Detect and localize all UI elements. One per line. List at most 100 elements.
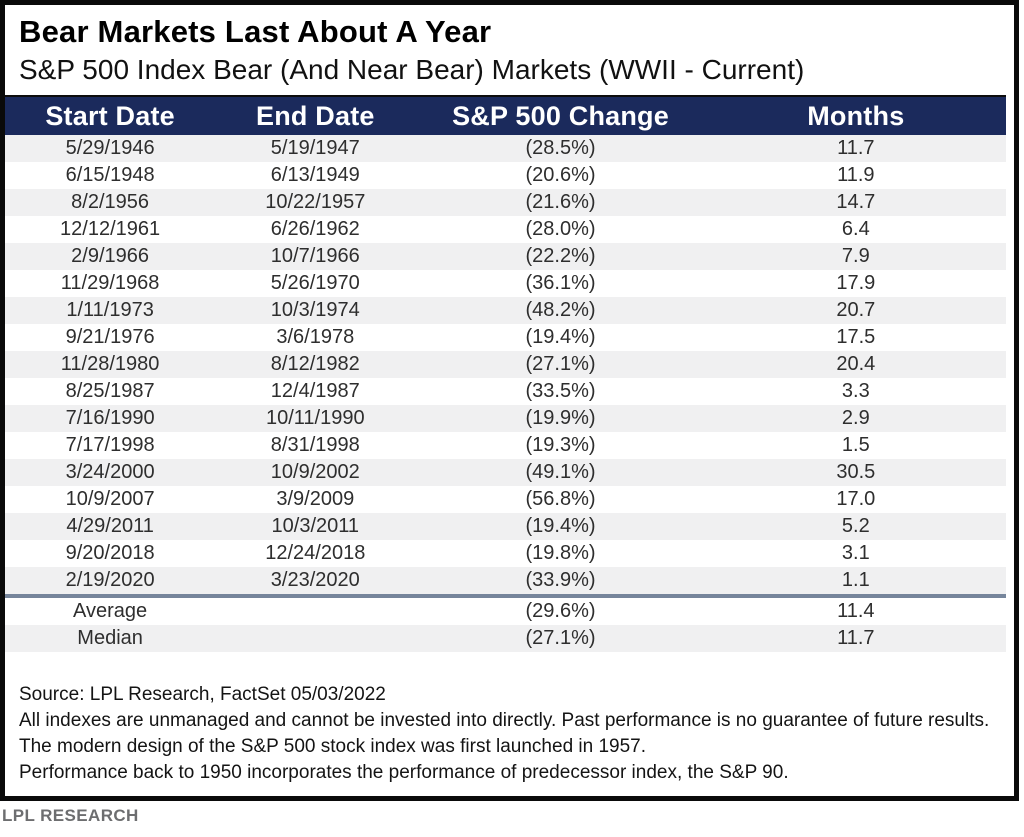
months-cell: 6.4 <box>841 218 870 240</box>
start-date-cell: 8/2/1956 <box>71 191 150 213</box>
end-date-cell: 10/3/1974 <box>270 299 360 321</box>
months-cell: 1.5 <box>841 434 870 456</box>
end-date-cell: 5/19/1947 <box>270 137 360 159</box>
start-date-cell: Average <box>5 594 216 625</box>
change-cell: (56.8%) <box>525 488 596 510</box>
change-cell: (36.1%) <box>525 272 596 294</box>
end-date-cell: 3/6/1978 <box>276 326 355 348</box>
table-row: 2/19/2020 3/23/2020 (33.9%) 1.1 <box>5 567 1006 596</box>
end-date-cell: 3/9/2009 <box>276 488 355 510</box>
footnotes: Source: LPL Research, FactSet 05/03/2022… <box>5 682 1014 786</box>
months-cell: 17.0 <box>836 488 876 510</box>
start-date-cell: Median <box>77 627 143 649</box>
change-cell: (19.8%) <box>525 542 596 564</box>
table-row: 2/9/1966 10/7/1966 (22.2%) 7.9 <box>5 243 1006 270</box>
start-date-cell: 2/9/1966 <box>71 245 150 267</box>
months-cell: 20.7 <box>836 299 876 321</box>
table-row: 7/16/1990 10/11/1990 (19.9%) 2.9 <box>5 405 1006 432</box>
end-date-cell: 10/9/2002 <box>270 461 360 483</box>
chart-title: Bear Markets Last About A Year <box>19 14 492 49</box>
months-cell: 11.9 <box>837 164 875 186</box>
table-row: 3/24/2000 10/9/2002 (49.1%) 30.5 <box>5 459 1006 486</box>
change-cell: (19.4%) <box>525 515 596 537</box>
change-cell: (29.6%) <box>415 594 706 625</box>
change-cell: (49.1%) <box>525 461 596 483</box>
change-cell: (19.4%) <box>525 326 596 348</box>
start-date-cell: 2/19/2020 <box>65 569 155 591</box>
change-cell: (27.1%) <box>525 627 596 649</box>
change-cell: (19.9%) <box>525 407 596 429</box>
table-row: 8/25/1987 12/4/1987 (33.5%) 3.3 <box>5 378 1006 405</box>
change-cell: (28.5%) <box>525 137 596 159</box>
end-date-cell: 6/13/1949 <box>270 164 360 186</box>
bear-markets-table: Start Date End Date S&P 500 Change Month… <box>5 95 1006 652</box>
end-date-cell: 10/3/2011 <box>271 515 360 537</box>
change-cell: (20.6%) <box>525 164 596 186</box>
months-cell: 1.1 <box>841 569 870 591</box>
months-cell: 30.5 <box>836 461 876 483</box>
months-cell: 3.1 <box>841 542 870 564</box>
months-cell: 2.9 <box>841 407 870 429</box>
table-row: 9/21/1976 3/6/1978 (19.4%) 17.5 <box>5 324 1006 351</box>
table-row: 4/29/2011 10/3/2011 (19.4%) 5.2 <box>5 513 1006 540</box>
table-body: 5/29/1946 5/19/1947 (28.5%) 11.7 6/15/1948 6/… <box>5 135 1006 652</box>
table-row: 9/20/2018 12/24/2018 (19.8%) 3.1 <box>5 540 1006 567</box>
start-date-cell: 3/24/2000 <box>65 461 155 483</box>
start-date-cell: 7/17/1998 <box>65 434 155 456</box>
start-date-cell: 10/9/2007 <box>65 488 155 510</box>
start-date-cell: 11/28/1980 <box>60 353 160 375</box>
chart-subtitle: S&P 500 Index Bear (And Near Bear) Marke… <box>19 54 805 85</box>
start-date-cell: 5/29/1946 <box>65 137 155 159</box>
end-date-cell: 10/11/1990 <box>265 407 365 429</box>
start-date-cell: 9/20/2018 <box>65 542 155 564</box>
end-date-cell: 8/31/1998 <box>270 434 360 456</box>
footnote-line-sp90: Performance back to 1950 incorporates th… <box>19 762 789 783</box>
start-date-cell: 9/21/1976 <box>65 326 155 348</box>
change-cell: (27.1%) <box>525 353 596 375</box>
end-date-cell: 8/12/1982 <box>270 353 360 375</box>
table-header-row: Start Date End Date S&P 500 Change Month… <box>5 96 1006 135</box>
table-row: 6/15/1948 6/13/1949 (20.6%) 11.9 <box>5 162 1006 189</box>
start-date-cell: 11/29/1968 <box>60 272 160 294</box>
start-date-cell: 6/15/1948 <box>65 164 155 186</box>
months-cell: 11.7 <box>837 137 875 159</box>
months-cell: 17.9 <box>836 272 876 294</box>
footnote-line-1957: The modern design of the S&P 500 stock i… <box>19 736 647 757</box>
column-header-end-date: End Date <box>215 96 416 135</box>
months-cell: 20.4 <box>836 353 876 375</box>
change-cell: (33.5%) <box>525 380 596 402</box>
change-cell: (21.6%) <box>525 191 596 213</box>
table-header: Start Date End Date S&P 500 Change Month… <box>5 96 1006 135</box>
months-cell: 17.5 <box>836 326 876 348</box>
months-cell: 5.2 <box>841 515 870 537</box>
end-date-cell: 5/26/1970 <box>270 272 360 294</box>
end-date-cell: 6/26/1962 <box>270 218 360 240</box>
months-cell: 14.7 <box>836 191 876 213</box>
column-header-start-date: Start Date <box>5 96 216 135</box>
summary-row: Median (27.1%) 11.7 <box>5 625 1006 652</box>
months-cell: 11.7 <box>837 627 875 649</box>
chart-frame: Bear Markets Last About A Year S&P 500 I… <box>0 0 1019 801</box>
table-row: 12/12/1961 6/26/1962 (28.0%) 6.4 <box>5 216 1006 243</box>
end-date-cell <box>215 594 416 625</box>
change-cell: (28.0%) <box>525 218 596 240</box>
table-row: 8/2/1956 10/22/1957 (21.6%) 14.7 <box>5 189 1006 216</box>
change-cell: (19.3%) <box>525 434 596 456</box>
change-cell: (48.2%) <box>525 299 596 321</box>
months-cell: 3.3 <box>841 380 870 402</box>
table-row: 1/11/1973 10/3/1974 (48.2%) 20.7 <box>5 297 1006 324</box>
table-row: 11/29/1968 5/26/1970 (36.1%) 17.9 <box>5 270 1006 297</box>
lpl-research-logo: LPL RESEARCH <box>2 806 139 825</box>
end-date-cell: 3/23/2020 <box>270 569 360 591</box>
months-cell: 7.9 <box>841 245 870 267</box>
start-date-cell: 7/16/1990 <box>65 407 155 429</box>
start-date-cell: 1/11/1973 <box>66 299 154 321</box>
table-row: 5/29/1946 5/19/1947 (28.5%) 11.7 <box>5 135 1006 162</box>
column-header-sp500-change: S&P 500 Change <box>415 96 706 135</box>
end-date-cell <box>215 625 415 652</box>
table-row: 11/28/1980 8/12/1982 (27.1%) 20.4 <box>5 351 1006 378</box>
end-date-cell: 12/4/1987 <box>270 380 360 402</box>
start-date-cell: 4/29/2011 <box>66 515 154 537</box>
column-header-months: Months <box>705 96 1006 135</box>
end-date-cell: 10/22/1957 <box>265 191 366 213</box>
